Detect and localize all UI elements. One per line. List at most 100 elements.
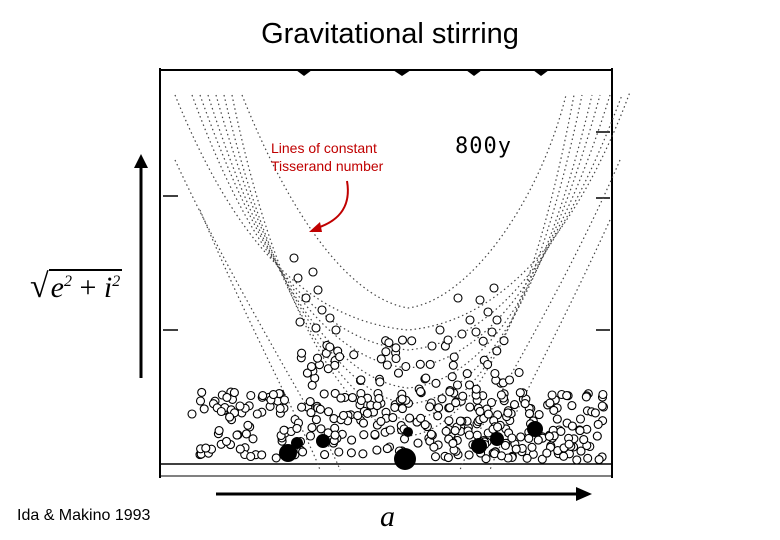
protoplanet: [471, 438, 487, 454]
particle: [298, 447, 308, 457]
particle: [330, 360, 340, 370]
particle: [415, 387, 426, 397]
particle: [544, 431, 554, 441]
particle: [201, 443, 211, 453]
particle: [257, 450, 267, 460]
particle: [441, 426, 451, 436]
particle: [347, 393, 358, 403]
protoplanet: [316, 434, 330, 448]
particle: [420, 420, 430, 430]
particle: [268, 390, 278, 400]
particle: [567, 401, 577, 411]
particle: [311, 323, 321, 333]
particle: [520, 399, 530, 409]
particle: [421, 373, 431, 383]
particle: [437, 394, 447, 404]
particle: [199, 404, 209, 414]
particle: [243, 420, 253, 430]
particle: [397, 335, 408, 345]
particle: [509, 400, 520, 410]
time-label: 800y: [455, 134, 512, 159]
particle: [464, 450, 474, 460]
particle: [391, 353, 401, 364]
particle: [445, 403, 455, 413]
citation-credit: Ida & Makino 1993: [17, 507, 151, 524]
particle: [581, 392, 591, 402]
particle: [567, 421, 577, 431]
particle: [381, 347, 391, 357]
particle: [330, 430, 340, 440]
particle: [252, 409, 262, 419]
particle: [464, 380, 475, 390]
particle: [448, 438, 458, 448]
particle: [472, 430, 482, 440]
particle: [397, 394, 407, 404]
particle: [434, 403, 444, 413]
particle: [235, 401, 245, 411]
particle: [443, 453, 453, 463]
particle: [187, 409, 197, 419]
particle: [331, 325, 341, 335]
particle: [547, 390, 557, 400]
particle: [391, 343, 401, 353]
particle: [522, 453, 532, 463]
particle: [572, 455, 582, 465]
annotation-line-2: Tisserand number: [271, 158, 384, 174]
particle: [430, 452, 441, 462]
particle: [246, 390, 256, 401]
y-axis-symbol: √e2 + i2: [30, 268, 123, 306]
particle: [533, 435, 543, 445]
plus-sign: +: [79, 271, 97, 304]
particle: [475, 406, 485, 416]
particle: [216, 406, 226, 417]
particle: [388, 413, 398, 423]
particle: [455, 416, 465, 426]
particle: [279, 425, 289, 435]
particle: [222, 392, 232, 402]
particle: [197, 387, 207, 397]
particle: [534, 410, 544, 420]
particle: [390, 402, 400, 412]
particle: [356, 375, 366, 385]
particle: [370, 429, 380, 439]
particle: [306, 362, 317, 372]
particle: [483, 409, 493, 419]
particle: [496, 390, 506, 400]
particle: [443, 335, 453, 345]
particle: [464, 430, 474, 440]
red-curved-arrow-icon: [309, 180, 349, 232]
particle: [407, 336, 417, 346]
particle: [483, 359, 493, 370]
particle: [592, 431, 602, 441]
particle: [462, 369, 472, 379]
particle: [429, 442, 439, 452]
particle: [271, 453, 281, 463]
particle: [195, 396, 206, 406]
particle: [457, 329, 467, 339]
particle: [471, 384, 481, 394]
particle: [225, 412, 235, 422]
particle: [292, 423, 302, 433]
particle: [397, 404, 407, 414]
particle: [313, 285, 323, 295]
particle: [307, 423, 317, 433]
particle: [575, 414, 586, 424]
particle: [232, 430, 242, 440]
particle: [376, 416, 386, 426]
particle: [349, 350, 359, 360]
particle: [527, 442, 537, 452]
particle: [507, 433, 517, 443]
particle: [323, 407, 334, 417]
particle: [552, 414, 562, 424]
particle: [594, 455, 604, 465]
particle: [346, 448, 356, 458]
particle: [319, 389, 329, 399]
protoplanet: [279, 444, 297, 462]
particle: [353, 411, 363, 421]
particle: [499, 336, 509, 346]
particle: [559, 451, 569, 461]
particle: [347, 435, 357, 445]
particle: [302, 368, 312, 378]
protoplanet: [403, 427, 413, 437]
protoplanet: [490, 432, 504, 446]
